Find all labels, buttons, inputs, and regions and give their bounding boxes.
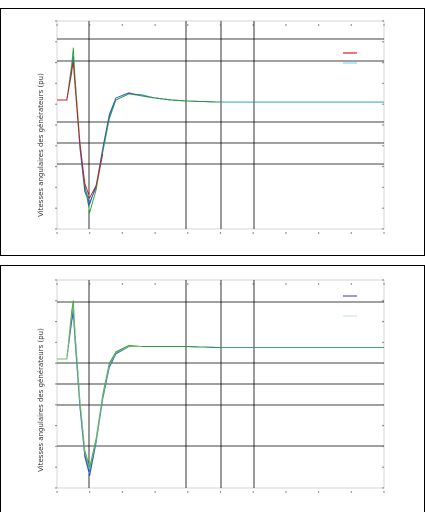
x-tick xyxy=(252,283,254,285)
x-tick xyxy=(383,24,385,26)
y-tick xyxy=(55,61,57,64)
x-tick xyxy=(219,283,222,285)
y-tick xyxy=(382,362,384,364)
series-line xyxy=(57,308,384,472)
y-tick xyxy=(55,404,57,406)
x-tick xyxy=(89,24,91,26)
x-tick xyxy=(187,491,189,493)
chart-panel-1: Vitesses angulaires des générateurs (pu) xyxy=(0,8,425,256)
y-tick xyxy=(382,228,384,230)
y-tick xyxy=(382,61,384,64)
y-tick xyxy=(382,207,384,209)
y-tick xyxy=(382,320,384,323)
y-tick xyxy=(55,300,57,302)
x-tick xyxy=(89,232,91,234)
x-tick xyxy=(121,283,124,285)
y-tick xyxy=(55,165,57,168)
chart-2-svg xyxy=(55,279,385,493)
x-tick xyxy=(350,24,352,26)
y-tick xyxy=(55,362,57,364)
x-tick xyxy=(252,491,254,493)
y-tick xyxy=(55,228,57,230)
y-tick xyxy=(382,466,384,468)
y-tick xyxy=(55,103,57,105)
y-tick xyxy=(55,487,57,489)
y-tick xyxy=(382,41,384,43)
x-tick xyxy=(154,283,156,285)
y-tick xyxy=(55,20,57,22)
y-tick xyxy=(55,207,57,209)
x-tick xyxy=(219,24,222,26)
x-tick xyxy=(89,283,91,285)
series-line xyxy=(57,60,221,205)
y-tick xyxy=(382,82,384,85)
x-tick xyxy=(219,232,222,234)
y-tick xyxy=(382,103,384,105)
x-tick xyxy=(383,283,385,285)
x-tick xyxy=(219,491,222,493)
y-tick xyxy=(382,404,384,406)
x-tick xyxy=(383,232,385,234)
y-tick xyxy=(55,82,57,85)
x-tick xyxy=(252,232,254,234)
y-tick xyxy=(382,279,384,281)
x-tick xyxy=(285,232,287,234)
x-tick xyxy=(252,24,254,26)
series-line xyxy=(57,312,221,476)
x-tick xyxy=(121,491,124,493)
x-tick xyxy=(285,24,287,26)
y-tick xyxy=(55,341,57,344)
series-line xyxy=(57,62,104,199)
x-tick xyxy=(350,491,352,493)
series-line xyxy=(57,47,221,213)
plot-frame xyxy=(56,20,385,230)
x-tick xyxy=(317,232,320,234)
x-tick xyxy=(317,283,320,285)
x-tick xyxy=(121,232,124,234)
x-tick xyxy=(187,24,189,26)
chart-panel-2: Vitesses angulaires des générateurs (pu) xyxy=(0,265,425,512)
y-tick xyxy=(382,445,384,448)
y-tick xyxy=(55,41,57,43)
y-tick xyxy=(382,300,384,302)
x-tick xyxy=(383,491,385,493)
x-tick xyxy=(56,491,58,493)
y-tick xyxy=(55,186,57,189)
x-tick xyxy=(350,232,352,234)
y-tick xyxy=(382,424,384,427)
y-tick xyxy=(55,145,57,147)
x-tick xyxy=(56,232,58,234)
x-tick xyxy=(350,283,352,285)
y-tick xyxy=(382,124,384,126)
y-tick xyxy=(55,279,57,281)
y-tick xyxy=(382,383,384,385)
x-tick xyxy=(154,491,156,493)
y-tick xyxy=(382,341,384,344)
y-tick xyxy=(55,445,57,448)
x-tick xyxy=(56,283,58,285)
chart-1-svg xyxy=(55,20,385,234)
y-tick xyxy=(382,145,384,147)
x-tick xyxy=(56,24,58,26)
x-tick xyxy=(121,24,124,26)
x-tick xyxy=(317,491,320,493)
series-line xyxy=(57,304,142,470)
x-tick xyxy=(154,24,156,26)
x-tick xyxy=(285,491,287,493)
y-tick xyxy=(55,383,57,385)
y-tick xyxy=(55,124,57,126)
y-tick xyxy=(382,186,384,189)
x-tick xyxy=(187,232,189,234)
x-tick xyxy=(317,24,320,26)
y-tick xyxy=(382,165,384,168)
x-tick xyxy=(187,283,189,285)
y-tick xyxy=(55,466,57,468)
y-tick xyxy=(55,320,57,323)
x-tick xyxy=(89,491,91,493)
y-tick xyxy=(55,424,57,427)
y-tick xyxy=(382,487,384,489)
x-tick xyxy=(285,283,287,285)
x-tick xyxy=(154,232,156,234)
y-tick xyxy=(382,20,384,22)
